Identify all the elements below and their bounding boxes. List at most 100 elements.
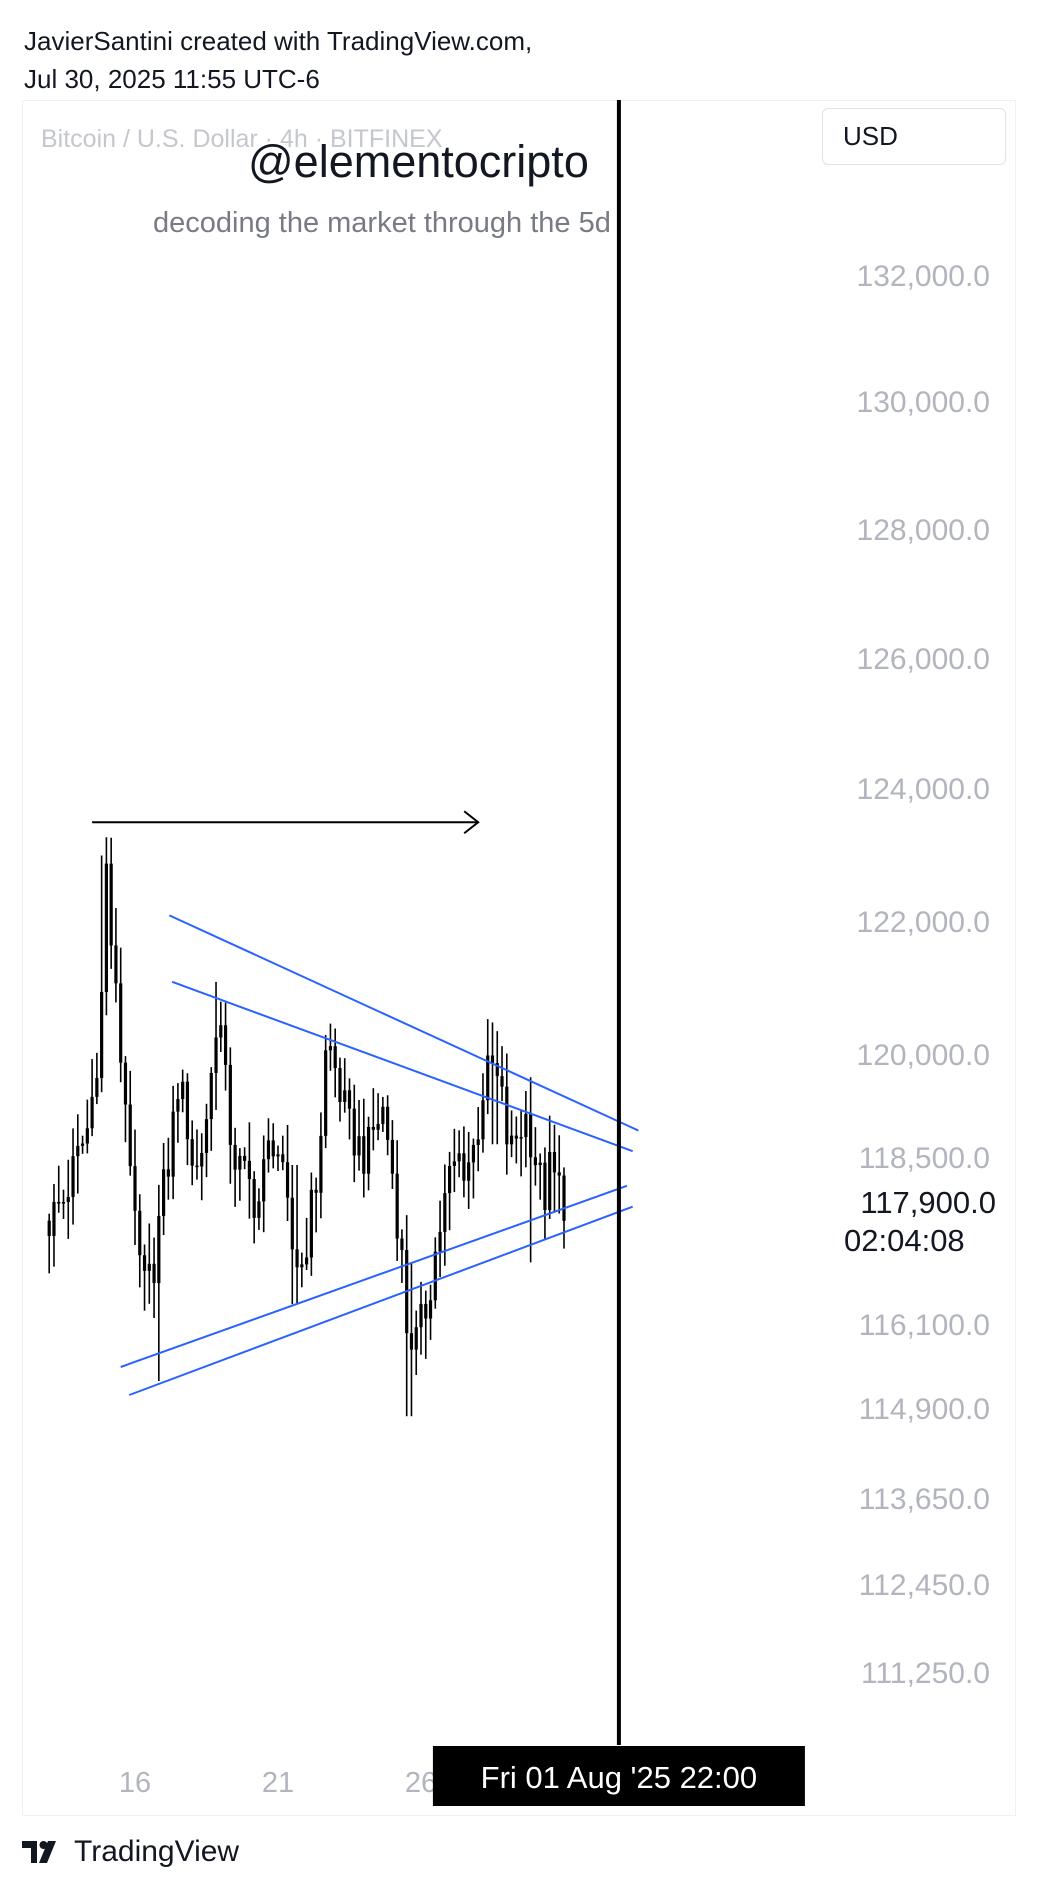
price-tick-label: 116,100.0 <box>859 1309 990 1342</box>
price-tick-label: 114,900.0 <box>859 1393 990 1426</box>
trendline <box>171 980 633 1153</box>
candle-body <box>219 1025 223 1038</box>
price-axis[interactable]: 132,000.0 130,000.0 128,000.0 126,000.0 124,… <box>857 260 990 1690</box>
price-tick-label: 124,000.0 <box>857 773 990 806</box>
price-tick-label: 130,000.0 <box>857 386 990 419</box>
crosshair: Fri 01 Aug '25 22:00 <box>432 100 805 1806</box>
candle-body <box>338 1068 342 1103</box>
crosshair-date-bg <box>432 1746 805 1806</box>
candle-body <box>495 1063 499 1077</box>
candle-body <box>52 1201 56 1237</box>
candle-body <box>533 1157 537 1166</box>
candle-body <box>142 1255 147 1271</box>
arrow-head <box>463 810 480 835</box>
candle-body <box>109 863 113 946</box>
candle-body <box>538 1162 542 1166</box>
candle-body <box>486 1055 490 1101</box>
candle-body <box>509 1135 514 1145</box>
price-tick-label: 112,450.0 <box>859 1569 990 1602</box>
price-tick-label: 111,250.0 <box>861 1657 990 1690</box>
candle-body <box>200 1152 204 1167</box>
candle-body <box>223 1025 228 1065</box>
candle-body <box>409 1333 414 1350</box>
price-tick-label: 118,500.0 <box>859 1142 990 1175</box>
chart-header: JavierSantini created with TradingView.c… <box>24 22 532 98</box>
candle-body <box>214 1037 218 1073</box>
candle-body <box>433 1251 437 1301</box>
time-axis[interactable]: 16 21 26 <box>119 1767 437 1799</box>
candle-body <box>524 1114 528 1138</box>
symbol-info: Bitcoin / U.S. Dollar · 4h · BITFINEX <box>41 125 443 153</box>
candle-body <box>424 1303 428 1319</box>
candle-body <box>438 1231 442 1252</box>
candle-body <box>386 1106 390 1140</box>
candle-body <box>457 1153 461 1162</box>
candle-body <box>467 1162 471 1181</box>
candle-body <box>376 1123 380 1130</box>
candle-body <box>190 1139 194 1166</box>
candle-body <box>548 1152 552 1211</box>
candle-body <box>66 1196 70 1202</box>
candle-body <box>119 983 123 1063</box>
crosshair-date-label: Fri 01 Aug '25 22:00 <box>481 1760 758 1795</box>
candle-body <box>166 1169 170 1177</box>
time-tick-label: 16 <box>119 1767 151 1799</box>
candle-body <box>266 1140 271 1160</box>
candle-body <box>371 1126 375 1130</box>
currency-button[interactable]: USD <box>822 108 1006 165</box>
candle-body <box>519 1137 523 1139</box>
candle-body <box>257 1201 261 1218</box>
candle-body <box>252 1179 256 1218</box>
candle-body <box>471 1144 476 1163</box>
candle-body <box>133 1166 137 1211</box>
candle-body <box>238 1155 242 1170</box>
trendline <box>168 914 639 1132</box>
candle-body <box>176 1099 180 1112</box>
candle-body <box>319 1135 323 1193</box>
candle-body <box>300 1264 304 1268</box>
candle-body <box>204 1119 209 1153</box>
candle-body <box>419 1303 423 1328</box>
chart-pane[interactable] <box>22 100 1016 1816</box>
candle-body <box>57 1201 61 1204</box>
candle-body <box>514 1135 518 1139</box>
candle-body <box>114 945 118 984</box>
candle-body <box>357 1136 361 1156</box>
last-price-label: 117,900.0 <box>860 1185 996 1220</box>
candles <box>47 837 566 1417</box>
price-tick-label: 132,000.0 <box>857 260 990 293</box>
candle-body <box>309 1189 313 1258</box>
candle-body <box>209 1072 213 1120</box>
candle-body <box>95 1078 99 1097</box>
candle-body <box>195 1165 199 1168</box>
tradingview-logo-icon <box>22 1841 56 1863</box>
candle-body <box>138 1210 142 1256</box>
candle-body <box>362 1136 366 1174</box>
candle-body <box>233 1144 237 1170</box>
candle-body <box>171 1111 175 1177</box>
candle-body <box>228 1064 232 1145</box>
candle-body <box>343 1090 347 1103</box>
candle-body <box>243 1155 247 1161</box>
author-line: JavierSantini created with TradingView.c… <box>24 26 533 56</box>
candle-body <box>61 1201 66 1204</box>
candle-body <box>47 1220 51 1237</box>
trendline <box>120 1184 628 1368</box>
candle-body <box>314 1189 318 1193</box>
candle-body <box>128 1104 132 1167</box>
candle-body <box>352 1108 356 1156</box>
timestamp-line: Jul 30, 2025 11:55 UTC-6 <box>24 64 320 94</box>
last-price-marker: 117,900.002:04:08 <box>844 1185 996 1258</box>
price-tick-label: 128,000.0 <box>857 514 990 547</box>
candle-body <box>295 1249 299 1268</box>
candle-body <box>414 1327 418 1350</box>
candle-body <box>462 1153 466 1181</box>
candle-body <box>152 1263 156 1284</box>
candle-body <box>181 1081 185 1100</box>
candle-body <box>162 1169 166 1216</box>
candle-body <box>305 1257 309 1265</box>
candle-body <box>333 1046 337 1069</box>
candle-body <box>285 1162 290 1198</box>
time-tick-label: 26 <box>405 1767 437 1799</box>
